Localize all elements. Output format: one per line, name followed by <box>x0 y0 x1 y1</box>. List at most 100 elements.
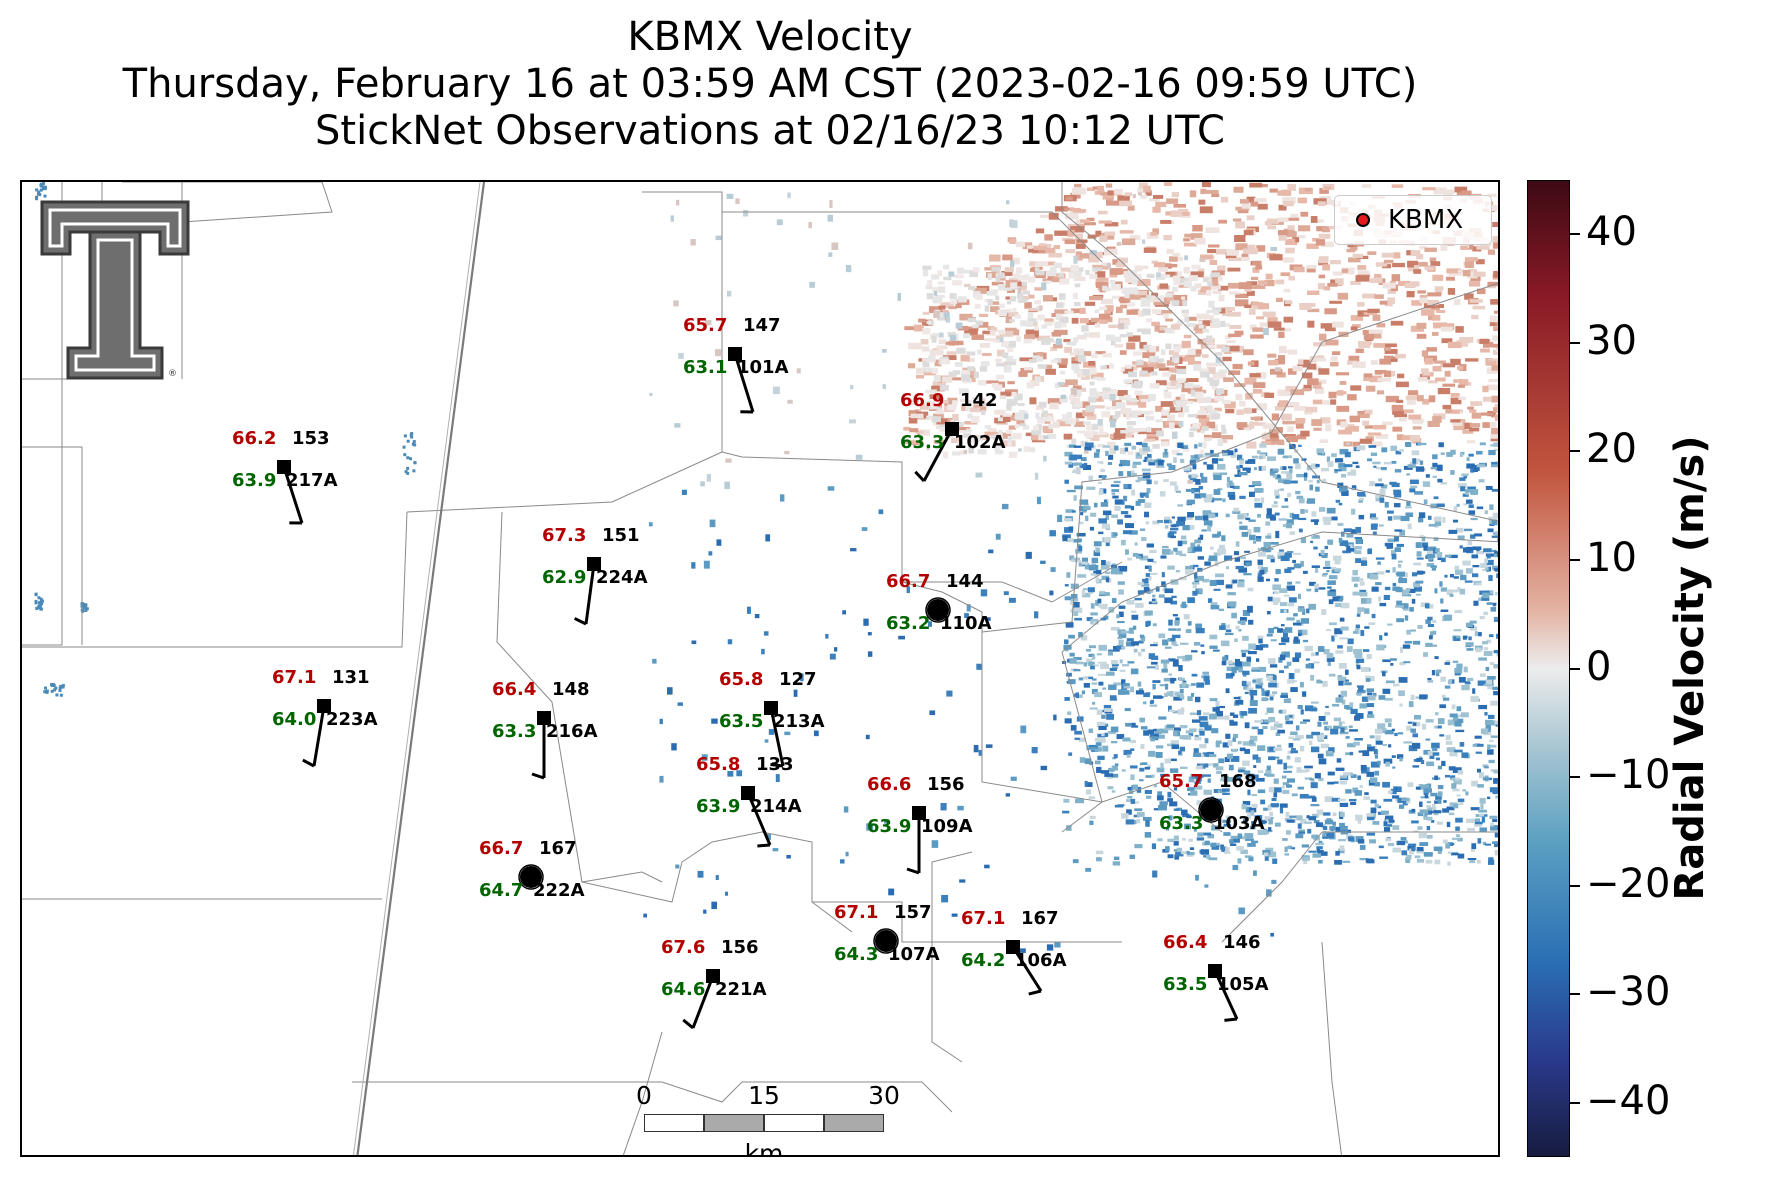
velocity-gate <box>1002 254 1013 261</box>
velocity-gate <box>1282 524 1287 528</box>
velocity-gate <box>1187 696 1193 701</box>
velocity-gate <box>1446 821 1451 828</box>
velocity-gate <box>1201 426 1209 431</box>
velocity-gate <box>825 633 829 639</box>
velocity-gate <box>1200 472 1204 478</box>
velocity-gate <box>1398 417 1407 422</box>
velocity-gate <box>1177 378 1185 383</box>
velocity-gate <box>1098 603 1103 608</box>
velocity-gate <box>1378 524 1384 527</box>
velocity-gate <box>1054 309 1068 315</box>
velocity-gate <box>1335 499 1341 503</box>
velocity-gate <box>977 349 982 355</box>
velocity-gate <box>784 450 790 455</box>
velocity-gate <box>1442 404 1452 410</box>
colorbar-tick-label: −10 <box>1586 752 1671 799</box>
velocity-gate <box>1226 249 1239 256</box>
velocity-gate <box>800 673 804 682</box>
velocity-gate <box>1262 548 1272 553</box>
velocity-gate <box>1242 835 1246 840</box>
velocity-gate <box>1410 694 1415 701</box>
velocity-gate <box>1167 798 1173 802</box>
velocity-gate <box>1283 288 1291 293</box>
velocity-gate <box>1211 432 1222 439</box>
velocity-gate <box>1466 440 1476 444</box>
velocity-gate <box>1086 187 1095 191</box>
velocity-gate <box>1165 846 1170 852</box>
velocity-gate <box>1093 267 1103 271</box>
velocity-gate <box>932 403 939 409</box>
velocity-gate <box>1482 385 1489 393</box>
velocity-gate <box>1448 554 1458 559</box>
velocity-gate <box>1140 478 1150 481</box>
velocity-gate <box>1271 797 1277 802</box>
velocity-gate <box>1262 726 1268 730</box>
velocity-gate <box>1256 316 1264 320</box>
velocity-gate <box>1415 593 1421 596</box>
velocity-gate <box>643 913 647 918</box>
velocity-gate <box>1427 299 1440 306</box>
velocity-gate <box>1279 803 1288 808</box>
velocity-gate <box>1139 182 1148 189</box>
velocity-gate <box>1333 725 1342 729</box>
velocity-gate <box>1168 658 1176 662</box>
velocity-gate <box>1158 633 1166 639</box>
velocity-gate <box>996 349 1005 357</box>
calm-wind-ring <box>873 928 899 954</box>
velocity-gate <box>1225 584 1233 589</box>
velocity-gate <box>1170 600 1178 605</box>
velocity-gate <box>959 313 973 321</box>
velocity-gate <box>1310 216 1318 223</box>
velocity-gate <box>1489 321 1498 327</box>
velocity-gate <box>1275 494 1280 499</box>
velocity-gate <box>1225 335 1232 340</box>
velocity-gate <box>1253 765 1257 768</box>
velocity-gate <box>1003 591 1009 596</box>
velocity-gate <box>1289 469 1293 474</box>
velocity-gate <box>1242 467 1251 471</box>
velocity-gate <box>1185 730 1194 734</box>
velocity-gate <box>1228 480 1233 486</box>
velocity-gate <box>1142 701 1147 705</box>
velocity-gate <box>1075 412 1085 419</box>
velocity-gate <box>1073 255 1078 264</box>
velocity-gate <box>1487 249 1496 255</box>
velocity-gate <box>1243 573 1252 576</box>
velocity-gate <box>1111 741 1118 744</box>
velocity-gate <box>727 290 732 297</box>
velocity-gate <box>956 267 965 274</box>
velocity-gate <box>1470 807 1480 811</box>
velocity-gate <box>1323 566 1332 569</box>
velocity-gate <box>1491 462 1498 465</box>
velocity-gate <box>1055 313 1061 320</box>
velocity-gate <box>1372 692 1377 697</box>
velocity-gate <box>1097 419 1103 426</box>
velocity-gate <box>1209 698 1218 702</box>
velocity-gate <box>1283 594 1290 597</box>
velocity-gate <box>1491 395 1498 403</box>
velocity-gate <box>1278 234 1287 241</box>
velocity-gate <box>1016 419 1025 426</box>
velocity-gate <box>1074 271 1082 277</box>
velocity-gate <box>700 481 705 487</box>
velocity-gate <box>1191 473 1197 478</box>
velocity-gate <box>1447 288 1456 295</box>
velocity-gate <box>933 290 938 296</box>
county-border-line <box>1061 182 1498 522</box>
velocity-gate <box>1083 662 1088 667</box>
velocity-gate <box>1381 252 1394 258</box>
velocity-gate <box>1211 825 1220 831</box>
velocity-gate <box>1459 452 1464 457</box>
velocity-gate <box>1238 668 1243 673</box>
velocity-gate <box>1283 628 1287 635</box>
velocity-gate <box>1286 522 1293 529</box>
velocity-gate <box>1220 320 1226 327</box>
velocity-gate <box>1307 308 1320 313</box>
velocity-gate <box>1092 678 1097 681</box>
station-dewpoint: 63.9 <box>232 470 277 491</box>
velocity-gate <box>1430 565 1437 568</box>
velocity-gate <box>1310 782 1318 789</box>
velocity-gate <box>1440 482 1448 485</box>
velocity-gate <box>1071 605 1077 610</box>
velocity-gate <box>1382 421 1393 426</box>
